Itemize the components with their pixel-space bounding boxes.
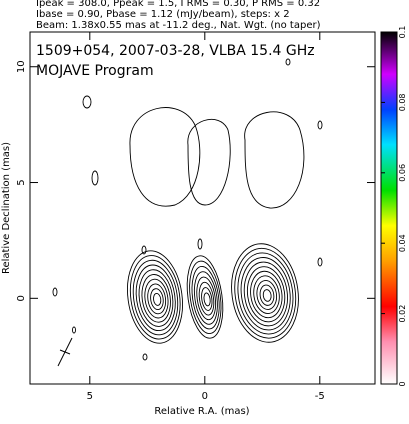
y-tick-label: 10	[16, 60, 27, 73]
contour	[193, 271, 218, 325]
header-line: Beam: 1.38x0.55 mas at -11.2 deg., Nat. …	[36, 20, 321, 31]
contour	[147, 283, 167, 315]
contour	[196, 276, 217, 321]
header-line: Ibase = 0.90, Pbase = 1.12 (mJy/beam), s…	[36, 9, 290, 20]
contour	[129, 255, 181, 340]
x-axis-label: Relative R.A. (mas)	[154, 406, 249, 417]
plot-title: 1509+054, 2007-03-28, VLBA 15.4 GHz	[36, 43, 315, 59]
colorbar-tick-label: 0.08	[398, 93, 407, 111]
y-tick-label: 5	[16, 179, 27, 185]
contour	[201, 287, 213, 311]
contour	[144, 278, 169, 319]
x-tick-label: 5	[87, 391, 93, 402]
colorbar-tick-label: 0	[398, 381, 407, 386]
contours	[52, 58, 323, 361]
contour	[256, 279, 278, 310]
colorbar	[380, 31, 398, 385]
contour	[135, 264, 176, 332]
contour	[203, 292, 211, 307]
colorbar-tick-label: 0.02	[398, 305, 407, 323]
contour	[132, 259, 179, 336]
plot-subtitle: MOJAVE Program	[36, 63, 154, 79]
contour	[231, 243, 299, 343]
contour	[237, 252, 294, 335]
contour	[150, 288, 164, 311]
contour	[253, 275, 280, 315]
colorbar-tick-label: 0.06	[398, 164, 407, 182]
contour	[259, 284, 275, 306]
contour	[246, 266, 286, 323]
contour	[141, 274, 171, 323]
header-line: Ipeak = 308.0, Ppeak = 1.5, I RMS = 0.30…	[36, 0, 320, 9]
beam	[57, 337, 73, 367]
contour	[138, 269, 174, 327]
y-axis-label: Relative Declination (mas)	[1, 142, 12, 274]
contour	[127, 250, 183, 344]
contour	[262, 289, 272, 302]
colorbar-tick-label: 0.04	[398, 234, 407, 252]
contour	[186, 255, 224, 339]
x-tick-label: -5	[315, 391, 325, 402]
contour	[234, 247, 297, 339]
contour	[198, 281, 215, 316]
contour	[240, 257, 291, 331]
x-tick-label: 0	[202, 391, 208, 402]
colorbar-tick-label: 0.1	[398, 26, 407, 39]
contour	[243, 261, 288, 327]
contour	[191, 265, 220, 330]
y-tick-label: 0	[16, 295, 27, 301]
plot-frame	[29, 31, 376, 385]
contour	[250, 270, 283, 319]
contour	[153, 293, 162, 306]
contour	[189, 260, 222, 334]
